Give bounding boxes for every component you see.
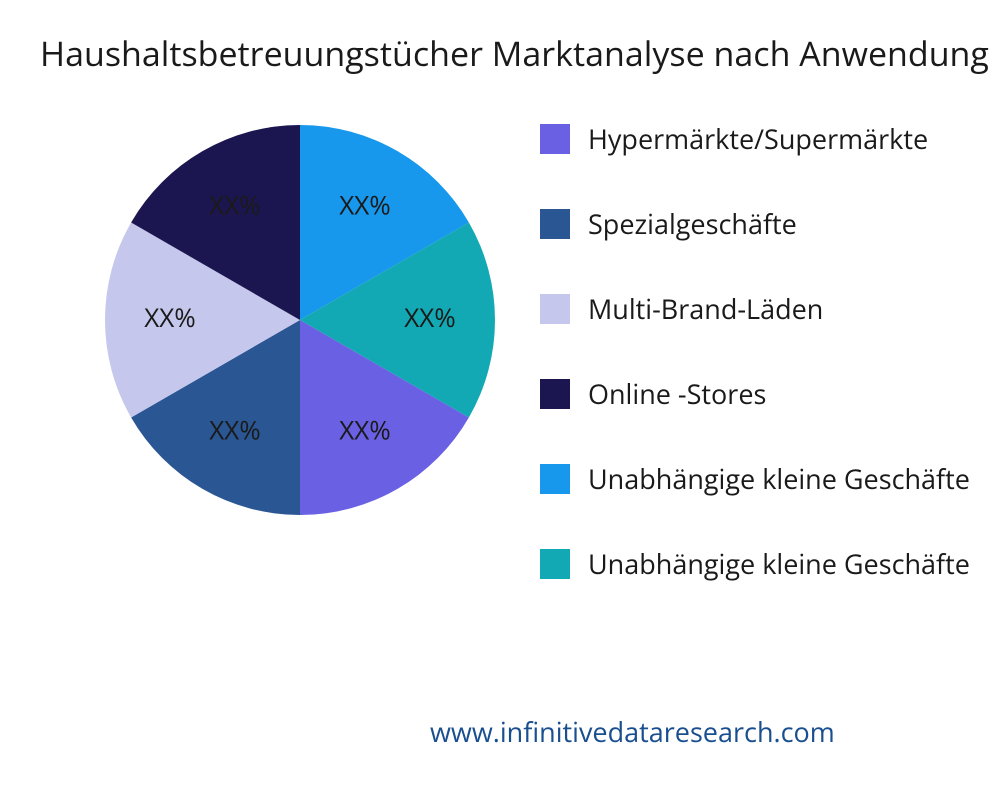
legend-label: Hypermärkte/Supermärkte [588,120,928,157]
legend-label: Unabhängige kleine Geschäfte [588,460,970,497]
pie-slice-label: XX% [339,412,391,448]
legend-label: Multi-Brand-Läden [588,290,823,327]
legend-swatch [540,294,570,324]
legend-swatch [540,549,570,579]
legend-swatch [540,209,570,239]
legend-swatch [540,124,570,154]
legend-swatch [540,464,570,494]
legend-item: Unabhängige kleine Geschäfte [540,545,1000,582]
legend-label: Unabhängige kleine Geschäfte [588,545,970,582]
pie-chart: XX% XX% XX% XX% XX% XX% [100,120,500,520]
legend-item: Hypermärkte/Supermärkte [540,120,1000,157]
legend-label: Spezialgeschäfte [588,205,797,242]
chart-title: Haushaltsbetreuungstücher Marktanalyse n… [40,30,989,76]
legend-item: Unabhängige kleine Geschäfte [540,460,1000,497]
pie-slice-label: XX% [209,412,261,448]
legend-item: Multi-Brand-Läden [540,290,1000,327]
pie-svg: XX% XX% XX% XX% XX% XX% [100,120,500,520]
legend-item: Online -Stores [540,375,1000,412]
footer-url: www.infinitivedataresearch.com [430,713,835,750]
pie-slice-label: XX% [339,186,391,222]
legend-item: Spezialgeschäfte [540,205,1000,242]
legend-swatch [540,379,570,409]
legend: Hypermärkte/Supermärkte Spezialgeschäfte M… [540,120,1000,582]
legend-label: Online -Stores [588,375,766,412]
pie-slice-label: XX% [144,299,196,335]
pie-slice-label: XX% [209,186,261,222]
pie-slice-label: XX% [404,299,456,335]
